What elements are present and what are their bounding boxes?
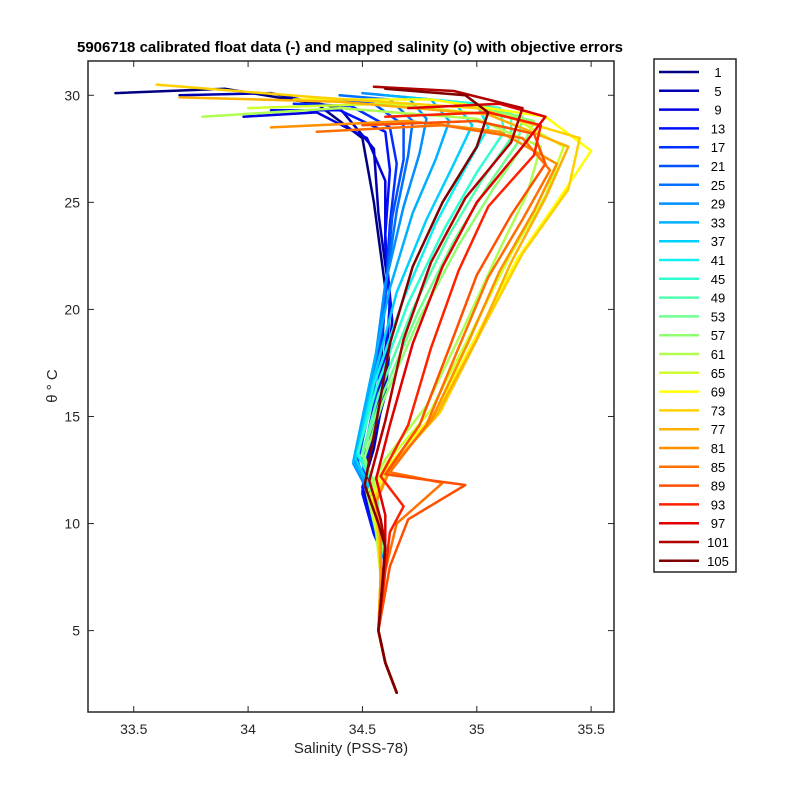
legend-label: 49 [711, 291, 725, 306]
series-lines [114, 83, 593, 694]
y-tick-label: 30 [64, 87, 80, 103]
x-axis: 33.5 34 34.5 35 35.5 [120, 61, 605, 737]
legend-label: 17 [711, 140, 725, 155]
x-tick-label: 34 [240, 721, 256, 737]
legend-label: 53 [711, 309, 725, 324]
y-tick-label: 15 [64, 408, 80, 424]
legend-label: 1 [714, 65, 721, 80]
legend-label: 89 [711, 479, 725, 494]
legend-label: 57 [711, 328, 725, 343]
plot-frame [87, 60, 615, 713]
legend-label: 101 [707, 535, 729, 550]
legend-label: 25 [711, 178, 725, 193]
legend-label: 77 [711, 422, 725, 437]
legend: 1 5 9 13 17 21 25 29 33 37 41 45 49 53 57 61 65 69 73 77 81 8… [659, 65, 729, 569]
x-tick-label: 34.5 [349, 721, 376, 737]
chart-title: 5906718 calibrated float data (-) and ma… [77, 39, 623, 56]
y-axis: 5 10 15 20 25 30 [64, 87, 614, 639]
y-axis-label: θ ° C [44, 369, 61, 403]
legend-label: 13 [711, 121, 725, 136]
legend-label: 9 [714, 103, 721, 118]
y-tick-label: 20 [64, 301, 80, 317]
legend-label: 65 [711, 366, 725, 381]
legend-label: 73 [711, 403, 725, 418]
legend-label: 5 [714, 84, 721, 99]
legend-label: 69 [711, 385, 725, 400]
legend-label: 41 [711, 253, 725, 268]
legend-label: 81 [711, 441, 725, 456]
legend-label: 61 [711, 347, 725, 362]
legend-label: 21 [711, 159, 725, 174]
y-tick-label: 25 [64, 194, 80, 210]
x-tick-label: 33.5 [120, 721, 147, 737]
legend-label: 37 [711, 234, 725, 249]
legend-label: 29 [711, 197, 725, 212]
legend-label: 105 [707, 554, 729, 569]
x-axis-label: Salinity (PSS-78) [294, 740, 408, 757]
legend-label: 33 [711, 215, 725, 230]
x-tick-label: 35.5 [578, 721, 605, 737]
y-tick-label: 10 [64, 516, 80, 532]
plot-area [88, 61, 614, 712]
series-line-105 [363, 87, 490, 694]
legend-label: 93 [711, 497, 725, 512]
legend-label: 97 [711, 516, 725, 531]
legend-label: 85 [711, 460, 725, 475]
legend-label: 45 [711, 272, 725, 287]
x-tick-label: 35 [469, 721, 485, 737]
y-tick-label: 5 [72, 623, 80, 639]
